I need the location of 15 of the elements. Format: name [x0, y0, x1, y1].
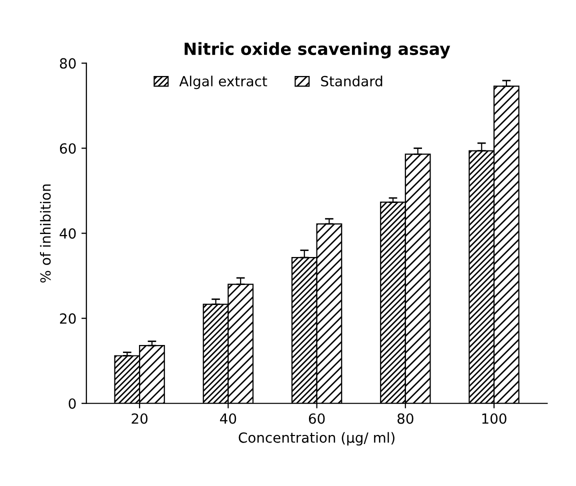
x-tick-label: 60 [308, 413, 325, 424]
y-tick-label: 40 [60, 228, 76, 239]
x-tick-label: 100 [482, 413, 506, 424]
y-tick-label: 0 [68, 398, 76, 409]
y-tick-label: 60 [60, 143, 76, 154]
x-tick-label: 80 [398, 413, 414, 424]
legend-label: Algal extract [179, 76, 268, 90]
x-tick-label: 20 [132, 413, 148, 424]
x-tick-label: 40 [220, 413, 236, 424]
y-axis-title: % of inhibition [40, 184, 51, 283]
x-axis-title: Concentration (µg/ ml) [238, 432, 394, 446]
y-tick-label: 20 [60, 313, 76, 324]
y-tick-label: 80 [60, 58, 76, 69]
legend-label: Standard [321, 76, 382, 86]
chart-title: Nitric oxide scavening assay [184, 42, 450, 58]
